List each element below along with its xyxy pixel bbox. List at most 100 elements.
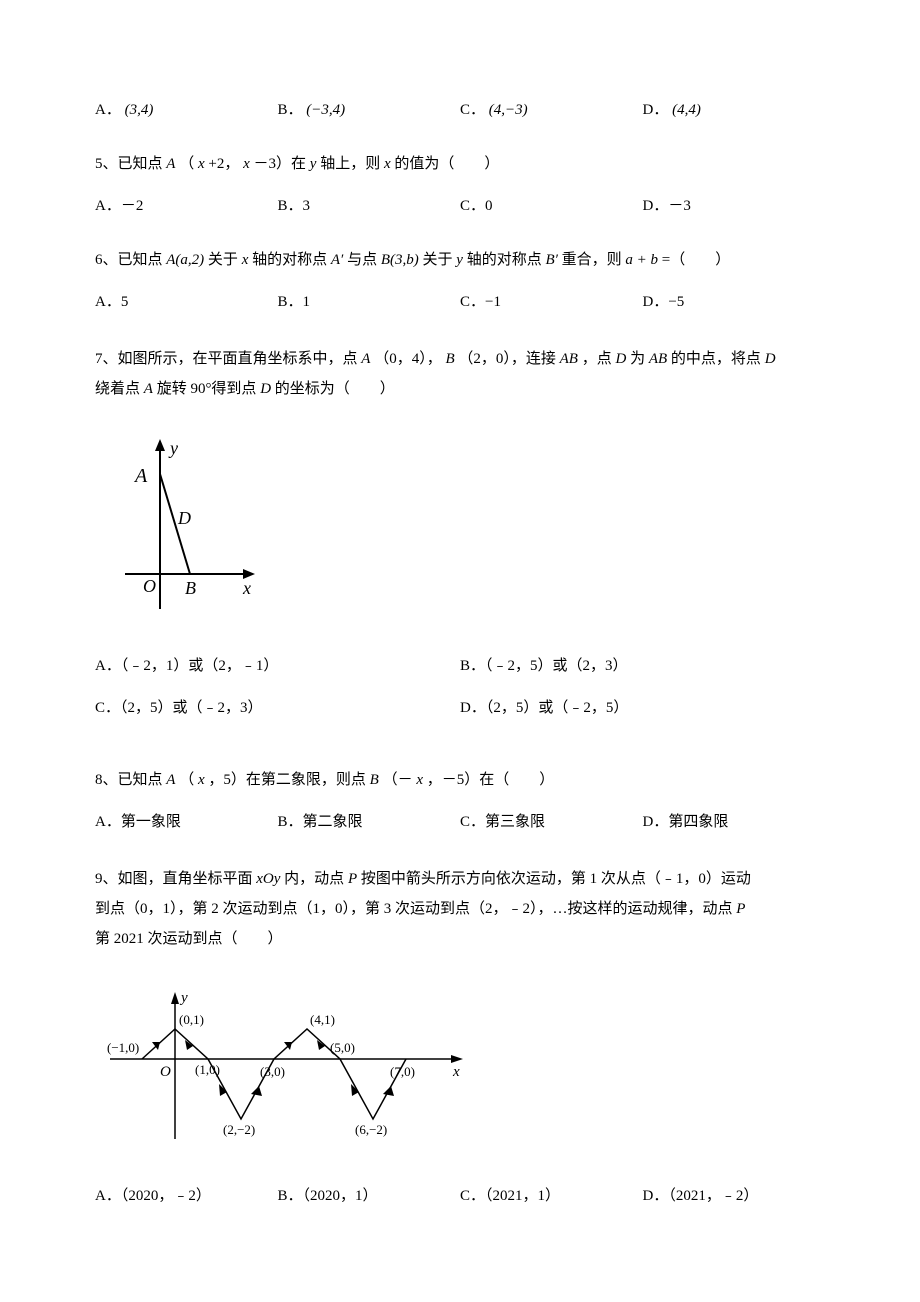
q9-figure: y x O (−1,0) (0,1) (1,0) (2,−2) (3,0) (4… xyxy=(105,984,825,1154)
q4-options: A． (3,4) B． (−3,4) C． (4,−3) D． (4,4) xyxy=(95,98,825,122)
q5-options: A．－2 B．3 C．0 D．－3 xyxy=(95,194,825,218)
t: x xyxy=(198,772,205,788)
t: x xyxy=(242,252,249,268)
t: B′ xyxy=(545,252,557,268)
t: 关于 xyxy=(208,252,242,268)
q9-d: D．（2021，﹣2） xyxy=(643,1184,826,1208)
t: 8、已知点 xyxy=(95,772,166,788)
q7-b: B．（﹣2，5）或（2，3） xyxy=(460,654,825,678)
pt-label: (7,0) xyxy=(390,1064,415,1079)
t: －3）在 xyxy=(254,156,310,172)
opt-val: (4,4) xyxy=(672,102,701,118)
x-label: x xyxy=(452,1064,460,1080)
t: B xyxy=(445,351,454,367)
t: A′ xyxy=(331,252,343,268)
q5-a: A．－2 xyxy=(95,194,278,218)
pt-label: (3,0) xyxy=(260,1064,285,1079)
opt-label: C． xyxy=(460,102,485,118)
t: B(3,b) xyxy=(381,252,419,268)
t: P xyxy=(736,901,745,917)
q9-b: B．（2020，1） xyxy=(278,1184,461,1208)
t: x xyxy=(384,156,391,172)
t: a + b xyxy=(625,252,658,268)
q7-svg: y x A D O B xyxy=(105,434,265,624)
q8-b: B．第二象限 xyxy=(278,810,461,834)
t: 5、已知点 xyxy=(95,156,166,172)
opt-label: B． xyxy=(278,102,303,118)
q5-stem: 5、已知点 A （ x +2， x －3）在 y 轴上，则 x 的值为（ ） xyxy=(95,152,825,176)
y-label: y xyxy=(179,990,188,1006)
t: A xyxy=(166,156,175,172)
opt-label: A． xyxy=(95,102,121,118)
t: xOy xyxy=(256,871,280,887)
q4-a: A． (3,4) xyxy=(95,98,278,122)
q9-a: A．（2020，﹣2） xyxy=(95,1184,278,1208)
t: A xyxy=(166,772,175,788)
t: A xyxy=(144,381,153,397)
O-label: O xyxy=(143,576,156,596)
x-label: x xyxy=(242,578,251,598)
q6-d: D．−5 xyxy=(643,290,826,314)
t: 与点 xyxy=(347,252,381,268)
pt-label: (6,−2) xyxy=(355,1122,387,1137)
t: 轴的对称点 xyxy=(252,252,331,268)
q5-b: B．3 xyxy=(278,194,461,218)
t: 旋转 90°得到点 xyxy=(157,381,261,397)
t: 轴的对称点 xyxy=(467,252,546,268)
opt-val: (−3,4) xyxy=(306,102,345,118)
opt-label: D． xyxy=(643,102,669,118)
q6-c: C．−1 xyxy=(460,290,643,314)
t: （0，4）， xyxy=(374,351,442,367)
q4-d: D． (4,4) xyxy=(643,98,826,122)
t: ，点 xyxy=(582,351,616,367)
q6-b: B．1 xyxy=(278,290,461,314)
q8-c: C．第三象限 xyxy=(460,810,643,834)
t: 为 xyxy=(630,351,649,367)
t: B xyxy=(370,772,379,788)
t: D xyxy=(615,351,626,367)
t: 内，动点 xyxy=(284,871,348,887)
t: （2，0），连接 xyxy=(458,351,559,367)
q5-d: D．－3 xyxy=(643,194,826,218)
pt-label: (−1,0) xyxy=(107,1040,139,1055)
opt-val: (3,4) xyxy=(125,102,154,118)
q6-options: A．5 B．1 C．−1 D．−5 xyxy=(95,290,825,314)
t: x xyxy=(198,156,205,172)
pt-label: (4,1) xyxy=(310,1012,335,1027)
B-label: B xyxy=(185,578,196,598)
t: D xyxy=(260,381,271,397)
t: A xyxy=(361,351,370,367)
q4-b: B． (−3,4) xyxy=(278,98,461,122)
t: ，－5）在（ ） xyxy=(427,772,555,788)
t: ，5）在第二象限，则点 xyxy=(208,772,369,788)
O-label: O xyxy=(160,1064,171,1080)
pt-label: (2,−2) xyxy=(223,1122,255,1137)
q8-options: A．第一象限 B．第二象限 C．第三象限 D．第四象限 xyxy=(95,810,825,834)
pt-label: (5,0) xyxy=(330,1040,355,1055)
t: D xyxy=(765,351,776,367)
q5-c: C．0 xyxy=(460,194,643,218)
q7-d: D．（2，5）或（﹣2，5） xyxy=(460,696,825,720)
q7-options: A．（﹣2，1）或（2，﹣1） B．（﹣2，5）或（2，3） C．（2，5）或（… xyxy=(95,654,825,738)
t: x xyxy=(416,772,423,788)
t: 按图中箭头所示方向依次运动，第 1 次从点（﹣1，0）运动 xyxy=(361,871,751,887)
t: A(a,2) xyxy=(166,252,204,268)
t: 第 2021 次运动到点（ ） xyxy=(95,931,283,947)
t: （ xyxy=(179,772,194,788)
t: 轴上，则 xyxy=(320,156,384,172)
t: 到点（0，1），第 2 次运动到点（1，0），第 3 次运动到点（2，﹣2），…… xyxy=(95,901,736,917)
q8-a: A．第一象限 xyxy=(95,810,278,834)
q6-stem: 6、已知点 A(a,2) 关于 x 轴的对称点 A′ 与点 B(3,b) 关于 … xyxy=(95,248,825,272)
q6-a: A．5 xyxy=(95,290,278,314)
opt-val: (4,−3) xyxy=(489,102,528,118)
q7-c: C．（2，5）或（﹣2，3） xyxy=(95,696,460,720)
D-label: D xyxy=(177,508,191,528)
t: =（ ） xyxy=(662,252,730,268)
t: （－ xyxy=(383,772,413,788)
t: 绕着点 xyxy=(95,381,144,397)
t: P xyxy=(348,871,357,887)
q7-a: A．（﹣2，1）或（2，﹣1） xyxy=(95,654,460,678)
q9-svg: y x O (−1,0) (0,1) (1,0) (2,−2) (3,0) (4… xyxy=(105,984,475,1154)
q8-stem: 8、已知点 A （ x ，5）在第二象限，则点 B （－ x ，－5）在（ ） xyxy=(95,768,825,792)
t: （ xyxy=(179,156,194,172)
